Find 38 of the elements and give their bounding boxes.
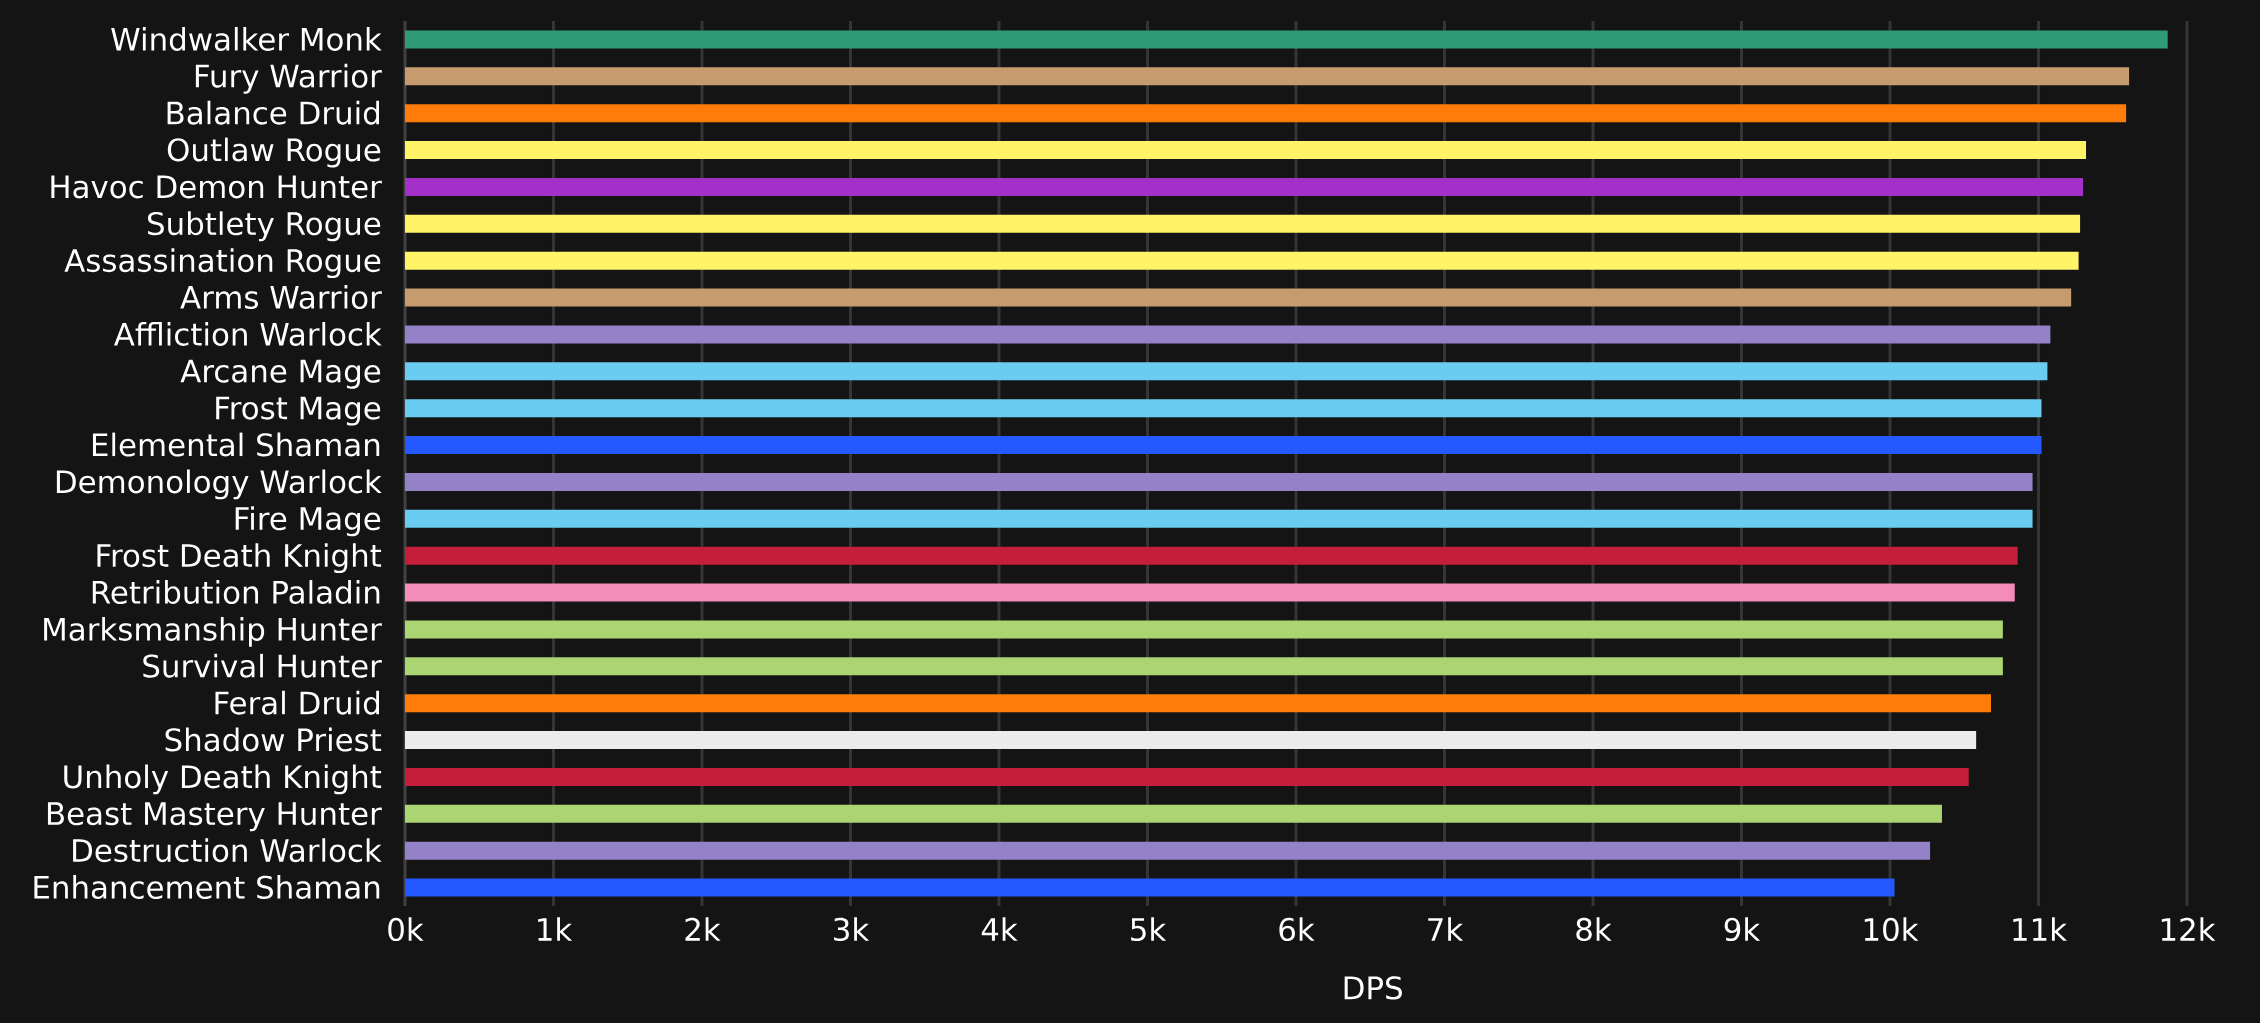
y-tick-label: Assassination Rogue: [64, 248, 381, 279]
x-tick-label: 8k: [1576, 917, 1612, 942]
y-tick-label: Arcane Mage: [180, 359, 381, 389]
y-tick-label: Demonology Warlock: [56, 469, 382, 500]
y-tick-label: Fire Mage: [235, 506, 381, 537]
y-tick-label: Retribution Paladin: [92, 580, 380, 605]
y-tick-label: Havoc Demon Hunter: [51, 175, 382, 199]
x-tick-label: 2k: [685, 917, 721, 941]
x-tick-label: 4k: [981, 917, 1018, 941]
y-tick-label: Enhancement Shaman: [34, 875, 380, 900]
y-tick-label: Subtlety Rogue: [148, 211, 381, 242]
y-tick-label: Arms Warrior: [180, 285, 382, 309]
x-tick-label: 12k: [2161, 917, 2216, 941]
y-tick-label: Beast Mastery Hunter: [47, 802, 382, 832]
x-tick-label: 11k: [2013, 917, 2067, 941]
y-tick-label: Windwalker Monk: [111, 26, 382, 51]
x-tick-label: 9k: [1724, 917, 1761, 942]
x-tick-label: 7k: [1428, 917, 1464, 941]
x-tick-label: 1k: [538, 917, 573, 941]
y-tick-label: Destruction Warlock: [73, 838, 382, 863]
x-tick-label: 3k: [834, 917, 870, 942]
y-tick-label: Affliction Warlock: [113, 321, 382, 346]
y-tick-label: Survival Hunter: [143, 653, 382, 678]
x-tick-label: 5k: [1131, 917, 1167, 942]
x-tick-label: 0k: [388, 917, 424, 942]
y-tick-label: Frost Mage: [216, 396, 381, 426]
y-tick-label: Elemental Shaman: [92, 432, 380, 457]
y-tick-label: Frost Death Knight: [97, 543, 382, 574]
y-tick-label: Shadow Priest: [165, 727, 382, 752]
x-axis-title: DPS: [1344, 976, 1402, 1000]
x-tick-label: 6k: [1279, 917, 1315, 942]
y-tick-label: Balance Druid: [167, 100, 379, 125]
y-tick-label: Unholy Death Knight: [64, 764, 382, 795]
y-tick-label: Marksmanship Hunter: [44, 616, 382, 647]
y-tick-label: Outlaw Rogue: [167, 137, 381, 168]
x-tick-label: 10k: [1864, 917, 1919, 942]
y-tick-label: Fury Warrior: [195, 63, 382, 94]
y-tick-label: Feral Druid: [215, 690, 379, 715]
